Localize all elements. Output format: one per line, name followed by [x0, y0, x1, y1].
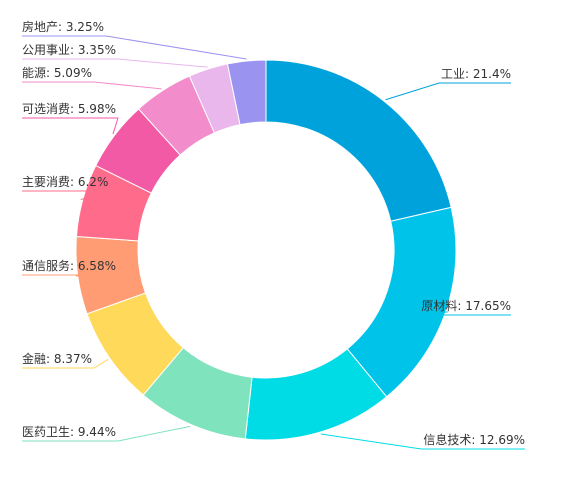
slice-label-4: 医药卫生: 9.44%: [22, 425, 116, 439]
slice-label-2: 原材料: 17.65%: [421, 299, 511, 313]
slice-label-7: 主要消费: 6.2%: [22, 175, 108, 189]
leader-lines-group: [22, 35, 525, 450]
leader-line-9: [22, 81, 162, 90]
slice-label-11: 房地产: 3.25%: [22, 19, 104, 34]
leader-line-4: [22, 425, 191, 442]
slices-group: [75, 59, 457, 441]
leader-line-8: [22, 117, 119, 135]
slice-11[interactable]: [226, 59, 267, 126]
labels-group: 工业: 21.4% 原材料: 17.65% 信息技术: 12.69% 医药卫生: 9.…: [22, 19, 525, 447]
slice-label-8: 可选消费: 5.98%: [22, 102, 116, 116]
leader-line-1: [385, 82, 511, 101]
slice-label-5: 金融: 8.37%: [22, 351, 92, 366]
leader-line-7: [22, 190, 111, 201]
slice-1[interactable]: [265, 59, 452, 222]
leader-line-5: [22, 358, 109, 369]
leader-line-11: [22, 35, 247, 60]
leader-line-3: [320, 433, 525, 450]
leader-line-2: [419, 311, 511, 316]
slice-label-10: 公用事业: 3.35%: [22, 43, 116, 57]
slice-label-3: 信息技术: 12.69%: [423, 432, 525, 447]
leader-line-10: [22, 58, 208, 68]
slice-label-9: 能源: 5.09%: [22, 66, 92, 80]
slice-label-6: 通信服务: 6.58%: [22, 258, 116, 273]
leader-line-6: [22, 274, 118, 277]
slice-label-1: 工业: 21.4%: [441, 67, 511, 81]
